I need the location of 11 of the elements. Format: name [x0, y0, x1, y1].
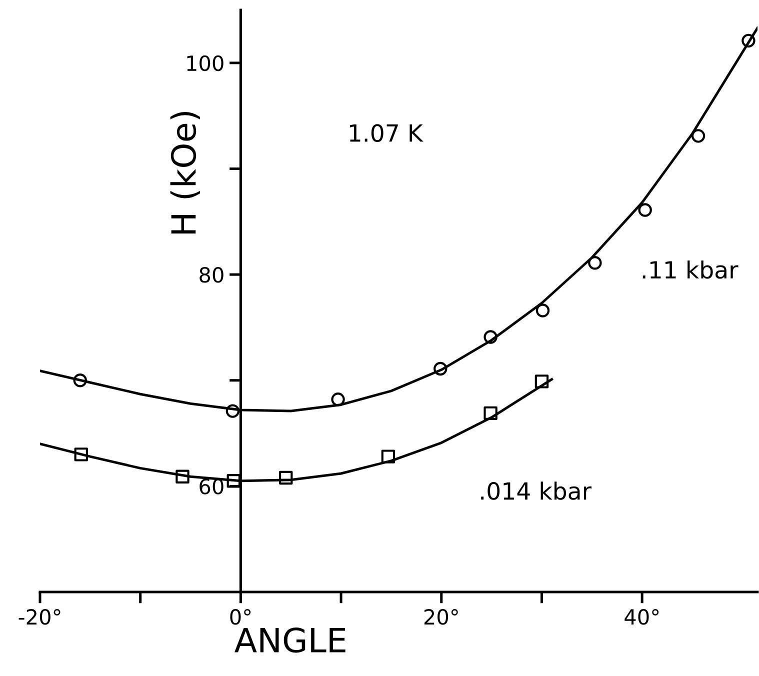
- x-tick-label: -20°: [18, 609, 60, 625]
- x-tick-label: 0°: [230, 609, 251, 625]
- y-tick-label: 80: [200, 267, 224, 283]
- annotation: .014 kbar: [481, 482, 592, 500]
- x-axis-title: ANGLE: [234, 628, 346, 653]
- y-axis-title: H (kOe): [170, 112, 200, 234]
- x-tick-label: 40°: [624, 609, 659, 625]
- x-tick-label: 20°: [424, 609, 458, 625]
- annotation: 1.07 K: [350, 124, 424, 142]
- annotation: .11 kbar: [642, 260, 738, 279]
- y-tick-label: 100: [187, 55, 224, 72]
